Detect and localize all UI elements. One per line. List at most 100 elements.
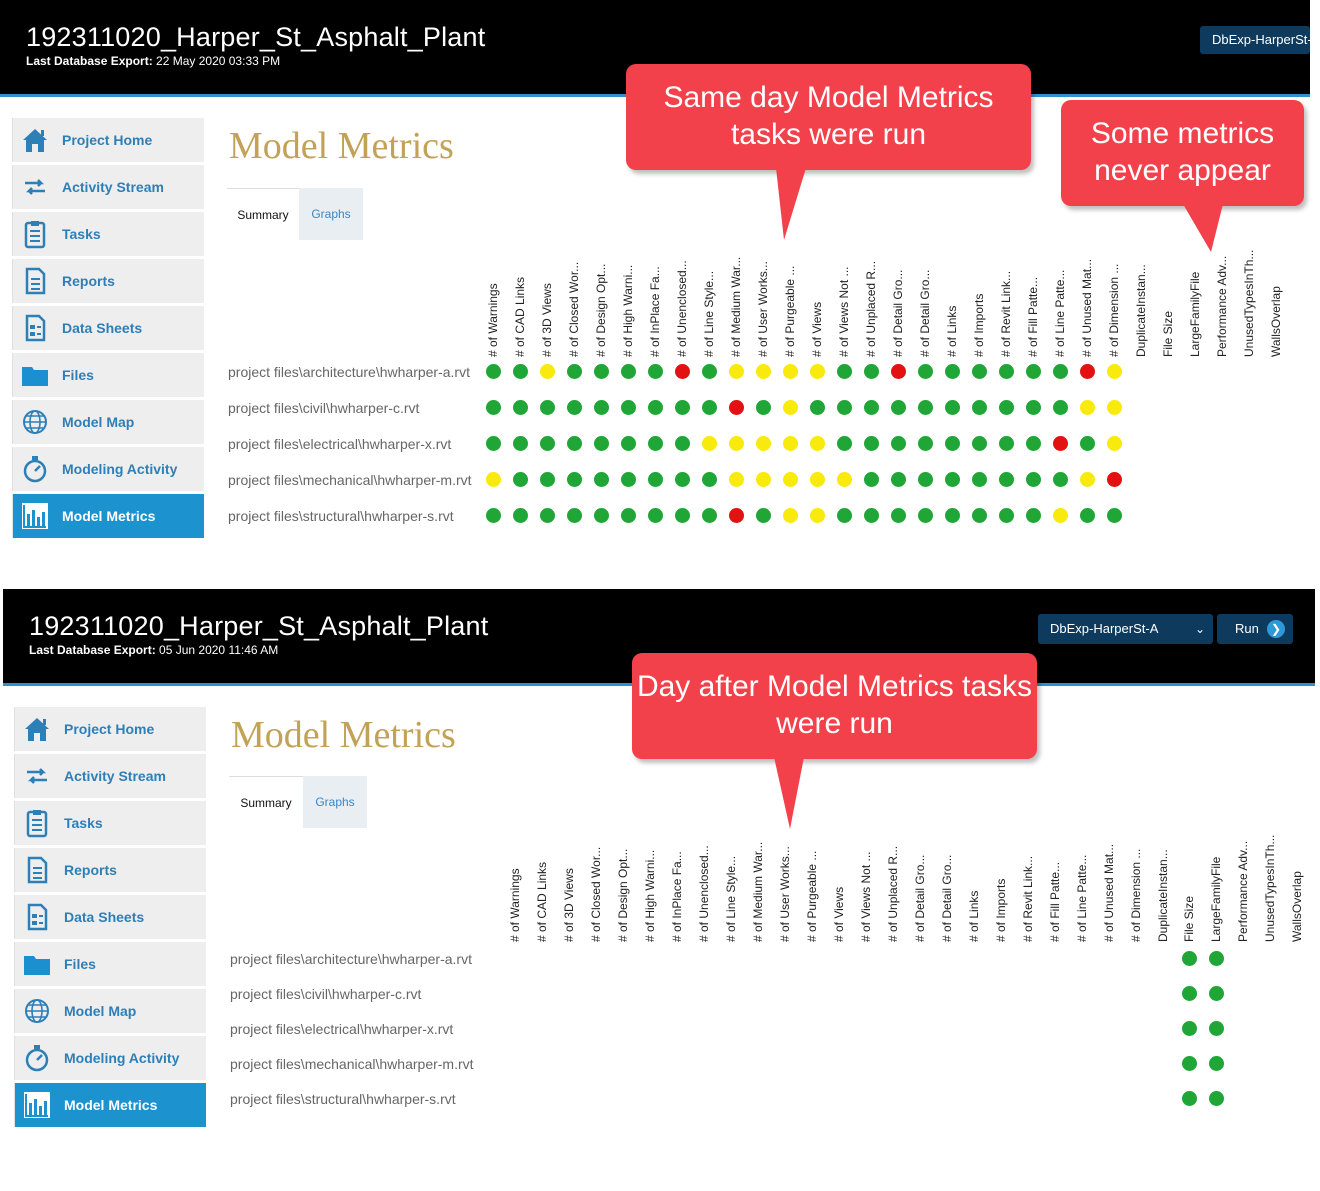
status-dot[interactable] bbox=[756, 400, 771, 415]
status-dot[interactable] bbox=[864, 400, 879, 415]
status-dot[interactable] bbox=[783, 436, 798, 451]
status-dot[interactable] bbox=[810, 472, 825, 487]
status-dot[interactable] bbox=[1107, 508, 1122, 523]
status-dot[interactable] bbox=[567, 472, 582, 487]
status-dot[interactable] bbox=[999, 436, 1014, 451]
status-dot[interactable] bbox=[891, 508, 906, 523]
status-dot[interactable] bbox=[702, 508, 717, 523]
status-dot[interactable] bbox=[1209, 1021, 1224, 1036]
status-dot[interactable] bbox=[675, 436, 690, 451]
status-dot[interactable] bbox=[513, 400, 528, 415]
status-dot[interactable] bbox=[513, 508, 528, 523]
status-dot[interactable] bbox=[864, 436, 879, 451]
tab-graphs[interactable]: Graphs bbox=[299, 188, 363, 240]
status-dot[interactable] bbox=[540, 400, 555, 415]
status-dot[interactable] bbox=[999, 400, 1014, 415]
status-dot[interactable] bbox=[864, 364, 879, 379]
sidebar-item-files[interactable]: Files bbox=[12, 353, 204, 397]
status-dot[interactable] bbox=[864, 472, 879, 487]
status-dot[interactable] bbox=[756, 472, 771, 487]
status-dot[interactable] bbox=[540, 472, 555, 487]
status-dot[interactable] bbox=[1080, 400, 1095, 415]
status-dot[interactable] bbox=[594, 436, 609, 451]
status-dot[interactable] bbox=[972, 436, 987, 451]
status-dot[interactable] bbox=[837, 364, 852, 379]
status-dot[interactable] bbox=[540, 508, 555, 523]
status-dot[interactable] bbox=[594, 472, 609, 487]
row-file-label[interactable]: project files\electrical\hwharper-x.rvt bbox=[228, 436, 452, 452]
status-dot[interactable] bbox=[918, 400, 933, 415]
status-dot[interactable] bbox=[1182, 1091, 1197, 1106]
status-dot[interactable] bbox=[945, 400, 960, 415]
status-dot[interactable] bbox=[621, 400, 636, 415]
status-dot[interactable] bbox=[675, 364, 690, 379]
sidebar-item-tasks[interactable]: Tasks bbox=[14, 801, 206, 845]
status-dot[interactable] bbox=[1080, 364, 1095, 379]
status-dot[interactable] bbox=[729, 436, 744, 451]
status-dot[interactable] bbox=[729, 472, 744, 487]
status-dot[interactable] bbox=[891, 364, 906, 379]
sidebar-item-project-home[interactable]: Project Home bbox=[12, 118, 204, 162]
row-file-label[interactable]: project files\architecture\hwharper-a.rv… bbox=[228, 364, 470, 380]
row-file-label[interactable]: project files\mechanical\hwharper-m.rvt bbox=[228, 472, 472, 488]
status-dot[interactable] bbox=[1209, 986, 1224, 1001]
status-dot[interactable] bbox=[1209, 951, 1224, 966]
status-dot[interactable] bbox=[810, 400, 825, 415]
status-dot[interactable] bbox=[810, 508, 825, 523]
status-dot[interactable] bbox=[1053, 436, 1068, 451]
status-dot[interactable] bbox=[1209, 1056, 1224, 1071]
status-dot[interactable] bbox=[1053, 508, 1068, 523]
status-dot[interactable] bbox=[918, 508, 933, 523]
status-dot[interactable] bbox=[567, 364, 582, 379]
status-dot[interactable] bbox=[1080, 472, 1095, 487]
status-dot[interactable] bbox=[999, 364, 1014, 379]
status-dot[interactable] bbox=[675, 508, 690, 523]
status-dot[interactable] bbox=[837, 400, 852, 415]
status-dot[interactable] bbox=[1053, 400, 1068, 415]
sidebar-item-modeling-activity[interactable]: Modeling Activity bbox=[14, 1036, 206, 1080]
status-dot[interactable] bbox=[594, 508, 609, 523]
sidebar-item-model-map[interactable]: Model Map bbox=[14, 989, 206, 1033]
status-dot[interactable] bbox=[972, 364, 987, 379]
database-select[interactable]: DbExp-HarperSt-A ⌄ bbox=[1038, 614, 1213, 644]
sidebar-item-model-map[interactable]: Model Map bbox=[12, 400, 204, 444]
status-dot[interactable] bbox=[756, 436, 771, 451]
status-dot[interactable] bbox=[513, 436, 528, 451]
row-file-label[interactable]: project files\structural\hwharper-s.rvt bbox=[230, 1091, 456, 1107]
sidebar-item-tasks[interactable]: Tasks bbox=[12, 212, 204, 256]
row-file-label[interactable]: project files\electrical\hwharper-x.rvt bbox=[230, 1021, 454, 1037]
status-dot[interactable] bbox=[702, 472, 717, 487]
status-dot[interactable] bbox=[1053, 364, 1068, 379]
status-dot[interactable] bbox=[702, 436, 717, 451]
status-dot[interactable] bbox=[972, 472, 987, 487]
status-dot[interactable] bbox=[1107, 364, 1122, 379]
status-dot[interactable] bbox=[1080, 508, 1095, 523]
status-dot[interactable] bbox=[567, 508, 582, 523]
status-dot[interactable] bbox=[1209, 1091, 1224, 1106]
status-dot[interactable] bbox=[729, 364, 744, 379]
sidebar-item-project-home[interactable]: Project Home bbox=[14, 707, 206, 751]
status-dot[interactable] bbox=[540, 436, 555, 451]
status-dot[interactable] bbox=[567, 400, 582, 415]
status-dot[interactable] bbox=[810, 436, 825, 451]
status-dot[interactable] bbox=[1026, 400, 1041, 415]
status-dot[interactable] bbox=[1182, 1056, 1197, 1071]
status-dot[interactable] bbox=[999, 508, 1014, 523]
status-dot[interactable] bbox=[648, 436, 663, 451]
status-dot[interactable] bbox=[945, 364, 960, 379]
run-button[interactable]: Run ❯ bbox=[1217, 614, 1293, 644]
status-dot[interactable] bbox=[945, 436, 960, 451]
status-dot[interactable] bbox=[648, 400, 663, 415]
status-dot[interactable] bbox=[972, 400, 987, 415]
status-dot[interactable] bbox=[486, 472, 501, 487]
status-dot[interactable] bbox=[1107, 436, 1122, 451]
status-dot[interactable] bbox=[891, 400, 906, 415]
status-dot[interactable] bbox=[945, 508, 960, 523]
status-dot[interactable] bbox=[567, 436, 582, 451]
status-dot[interactable] bbox=[540, 364, 555, 379]
sidebar-item-activity-stream[interactable]: Activity Stream bbox=[14, 754, 206, 798]
tab-summary[interactable]: Summary bbox=[229, 776, 303, 829]
status-dot[interactable] bbox=[837, 508, 852, 523]
status-dot[interactable] bbox=[621, 472, 636, 487]
sidebar-item-modeling-activity[interactable]: Modeling Activity bbox=[12, 447, 204, 491]
